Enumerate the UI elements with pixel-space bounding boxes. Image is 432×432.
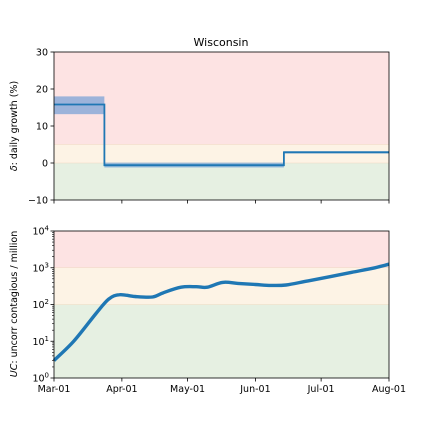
growth-y-axis-label: δ: daily growth (%) <box>9 81 20 171</box>
x-tick-label: Jul-01 <box>307 384 335 395</box>
x-tick-label: Mar-01 <box>38 384 71 395</box>
y-tick-label: −10 <box>28 196 48 207</box>
contagious-y-axis-label: UC: uncorr contagious / million <box>9 231 20 378</box>
growth-y-ticks: −10 0 10 20 30 <box>28 48 54 207</box>
contagious-x-ticks: Mar-01 Apr-01 May-01 Jun-01 Jul-01 Aug-01 <box>38 378 406 395</box>
y-tick-label: 102 <box>32 298 49 311</box>
contagious-chart: 100 101 102 103 104 Mar-01 Apr-01 May-01 Jun-01… <box>9 225 406 396</box>
chart-title: Wisconsin <box>194 36 249 49</box>
growth-series <box>54 103 389 167</box>
contagious-y-axis-text: : uncorr contagious / million <box>9 231 20 364</box>
growth-risk-zones <box>54 52 389 200</box>
zone-orange <box>54 144 389 163</box>
zone-red <box>54 52 389 145</box>
contagious-series <box>52 262 390 362</box>
zone-green <box>54 304 389 378</box>
y-tick-label: 20 <box>36 85 48 96</box>
x-tick-label: Aug-01 <box>372 384 406 395</box>
growth-chart: −10 0 10 20 30 Wisconsin δ: daily growth (%) <box>9 36 390 207</box>
growth-line <box>54 103 389 167</box>
contagious-y-axis-symbol: UC <box>9 363 20 377</box>
x-tick-label: May-01 <box>170 384 205 395</box>
y-tick-label: 0 <box>42 159 48 170</box>
growth-x-ticks <box>53 200 390 204</box>
y-tick-label: 101 <box>32 335 49 348</box>
growth-y-axis-symbol: δ <box>9 165 20 171</box>
x-tick-label: Apr-01 <box>106 384 137 395</box>
growth-y-axis-text: : daily growth (%) <box>9 81 20 166</box>
zone-red <box>54 231 389 268</box>
x-tick-label: Jun-01 <box>239 384 270 395</box>
y-tick-label: 100 <box>32 372 49 385</box>
zone-green <box>54 163 389 200</box>
y-tick-label: 104 <box>32 225 49 238</box>
y-tick-label: 10 <box>36 122 48 133</box>
contagious-y-ticks: 100 101 102 103 104 <box>32 225 54 385</box>
y-tick-label: 103 <box>32 261 49 274</box>
contagious-line <box>52 262 390 362</box>
y-tick-label: 30 <box>36 48 48 59</box>
